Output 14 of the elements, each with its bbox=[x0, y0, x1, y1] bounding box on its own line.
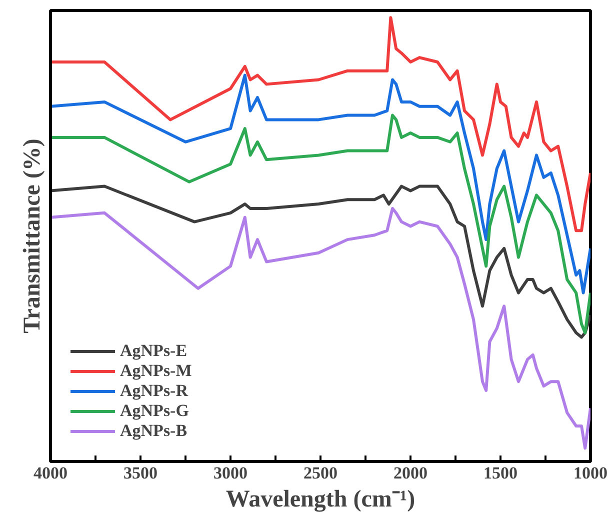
x-axis-title: Wavelength (cm⁻¹) bbox=[226, 486, 416, 512]
legend-label: AgNPs-B bbox=[120, 421, 188, 441]
legend-label: AgNPs-G bbox=[120, 401, 189, 421]
x-tick-label: 3000 bbox=[214, 464, 248, 482]
x-tick-label: 1000 bbox=[574, 464, 608, 482]
y-axis-title: Transmittance (%) bbox=[20, 138, 46, 334]
legend-label: AgNPs-M bbox=[120, 361, 192, 381]
x-tick-label: 2000 bbox=[394, 464, 428, 482]
x-tick-label: 2500 bbox=[304, 464, 338, 482]
legend-label: AgNPs-E bbox=[120, 341, 188, 361]
x-tick-label: 4000 bbox=[34, 464, 68, 482]
x-tick-label: 3500 bbox=[124, 464, 158, 482]
x-tick-label: 1500 bbox=[484, 464, 518, 482]
legend-label: AgNPs-R bbox=[120, 381, 188, 401]
